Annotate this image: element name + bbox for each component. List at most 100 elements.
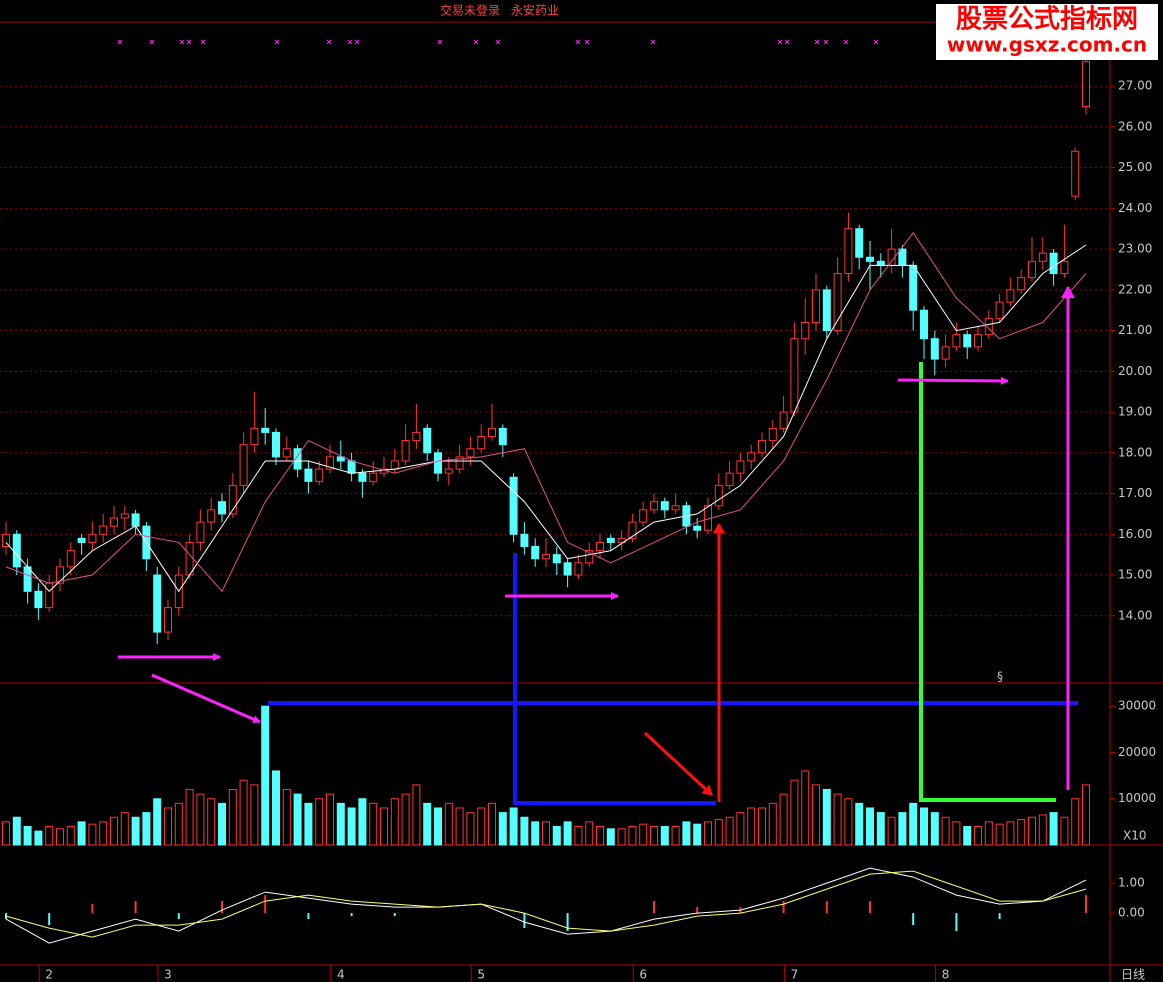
volume-bar [142,812,151,846]
candle-body [34,590,43,609]
volume-bar [99,821,108,846]
signal-mark [347,39,353,45]
candle-body [898,248,907,266]
volume-bar [876,812,885,846]
volume-bar [261,705,270,846]
marker: § [997,670,1003,684]
annotation-line [513,553,716,805]
volume-bar [423,802,432,846]
candle-body [444,468,453,474]
volume-bar [984,821,993,846]
candle-body [725,472,734,486]
volume-bar [369,802,378,846]
candle-body [790,338,799,413]
ma-line [5,231,1087,593]
y-tick-label: 10000 [1118,791,1156,805]
candle-body [358,472,367,482]
x-tick-label: 5 [477,968,485,982]
candle-body [12,533,21,568]
candle-body [2,533,10,548]
volume-bar [131,816,140,846]
volume-bar [174,802,183,846]
candle-body [876,260,885,266]
signal-mark [495,39,501,45]
volume-bar [693,823,702,846]
candle-body [185,541,194,576]
signal-mark [584,39,590,45]
volume-bar [315,798,324,846]
candle-body [1017,277,1026,291]
candle-body [45,582,54,609]
volume-bar [639,823,648,846]
volume-bar [585,821,594,846]
volume-bar [56,828,64,846]
volume-bar [822,788,831,846]
volume-bar [596,825,604,846]
volume-bar [509,807,518,846]
volume-bar [196,793,205,846]
signal-mark [200,39,206,45]
signal-mark [326,39,332,45]
volume-bar [477,807,486,846]
x-tick-label: 7 [791,968,799,982]
volume-bar [23,825,32,846]
candle-body [574,562,583,576]
candle-body [207,509,216,523]
volume-bar [930,812,939,846]
signal-mark [179,39,185,45]
candle-body [477,436,486,450]
volume-bar [358,798,367,846]
candle-body [671,505,680,511]
volume-bar [250,784,259,846]
volume-bar [336,802,345,846]
volume-bar [563,821,572,846]
volume-bar [714,819,723,846]
volume-bar [812,784,820,846]
candle-body [326,456,334,470]
candle-body [1060,260,1069,275]
volume-bar [736,812,745,846]
candle-body [563,562,572,576]
volume-bar [747,807,756,846]
signal-mark [274,39,280,45]
candle-body [639,509,648,523]
candle-body [466,448,475,458]
volume-bar [963,825,972,846]
candle-body [488,427,496,438]
signal-marks [117,39,879,45]
ma-line [5,244,1087,593]
login-status: 交易未登录 [440,3,500,18]
volume-bar [1038,814,1047,846]
candle-body [272,431,280,458]
volume-bar [844,798,853,846]
candle-body [758,440,766,454]
volume-bar [185,788,194,846]
y-tick-label: 30000 [1118,699,1156,713]
plot: 14.0015.0016.0017.0018.0019.0020.0021.00… [0,45,1156,982]
candle-body [88,533,97,543]
candle-body [66,550,75,568]
candle-body [434,452,442,474]
candle-body [801,321,810,340]
candle-body [1049,252,1058,275]
candle-body [509,476,518,535]
volume-bar [293,793,302,846]
y-tick-label: 16.00 [1118,527,1152,541]
volume-bar [466,812,475,846]
x-tick-label: 8 [942,968,950,982]
y-tick-label: 23.00 [1118,242,1152,256]
candle-body [369,472,378,482]
signal-mark [873,39,879,45]
volume-bar [12,816,21,846]
annotation-arrow [643,731,714,797]
y-tick-label: 24.00 [1118,201,1152,215]
annotation-arrow [897,376,1009,385]
ma-line [5,867,1087,944]
volume-bar [628,825,637,846]
candle-body [693,525,702,531]
candle-body [218,501,226,515]
volume-bar [1060,816,1069,846]
candle-body [974,334,982,348]
